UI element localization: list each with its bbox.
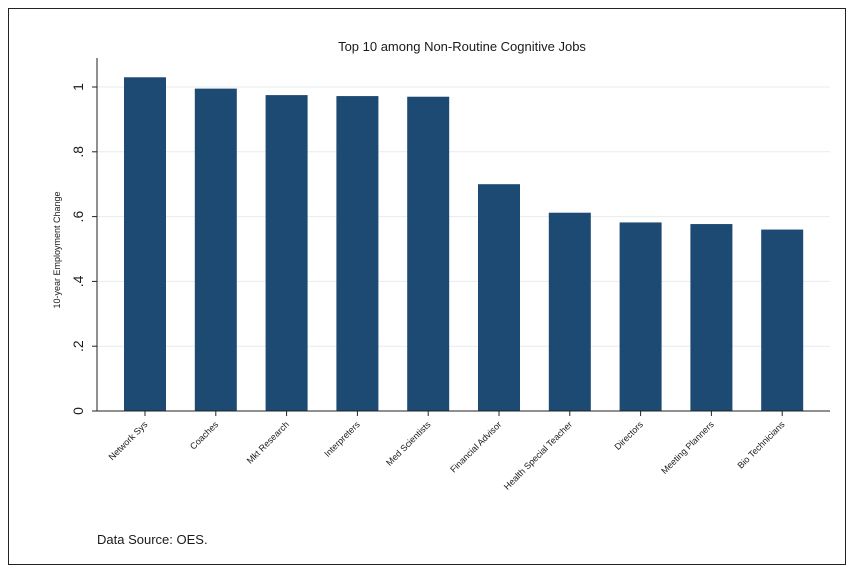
bar bbox=[478, 184, 520, 411]
y-axis-label: 10-year Employment Change bbox=[52, 191, 62, 308]
bar bbox=[761, 229, 804, 411]
x-tick-label: Financial Advisor bbox=[448, 419, 503, 474]
x-tick-label: Bio Technicians bbox=[735, 419, 787, 471]
x-tick-labels: Network Sys Coaches Mkt Research Interprete… bbox=[107, 419, 787, 492]
x-tick-label: Coaches bbox=[188, 419, 221, 452]
y-tick-label: .6 bbox=[70, 211, 86, 223]
y-tick-label: .8 bbox=[70, 146, 86, 158]
x-tick-label: Interpreters bbox=[322, 419, 362, 459]
chart-title: Top 10 among Non-Routine Cognitive Jobs bbox=[338, 39, 586, 54]
y-tick-label: .2 bbox=[70, 340, 86, 352]
bar bbox=[407, 96, 450, 411]
x-tick-label: Directors bbox=[612, 419, 645, 452]
y-tick-label: 0 bbox=[70, 407, 86, 415]
bar bbox=[619, 222, 662, 411]
bar bbox=[548, 212, 591, 411]
x-tick-label: Health Special Teacher bbox=[502, 419, 574, 491]
bar bbox=[336, 96, 379, 412]
axes bbox=[92, 58, 830, 416]
y-tick-label: .4 bbox=[70, 275, 86, 287]
bar bbox=[194, 88, 237, 412]
bar bbox=[124, 77, 166, 411]
x-tick-label: Network Sys bbox=[107, 419, 150, 462]
x-tick-label: Med Scientists bbox=[384, 419, 433, 468]
data-source-note: Data Source: OES. bbox=[97, 532, 208, 547]
y-tick-label: 1 bbox=[70, 83, 86, 91]
bar bbox=[690, 224, 733, 411]
y-tick-labels: 0 .2 .4 .6 .8 1 bbox=[70, 83, 86, 415]
x-tick-label: Meeting Planners bbox=[659, 419, 716, 476]
x-tick-label: Mkt Research bbox=[245, 419, 291, 465]
bar bbox=[265, 95, 308, 411]
bars bbox=[124, 77, 804, 412]
